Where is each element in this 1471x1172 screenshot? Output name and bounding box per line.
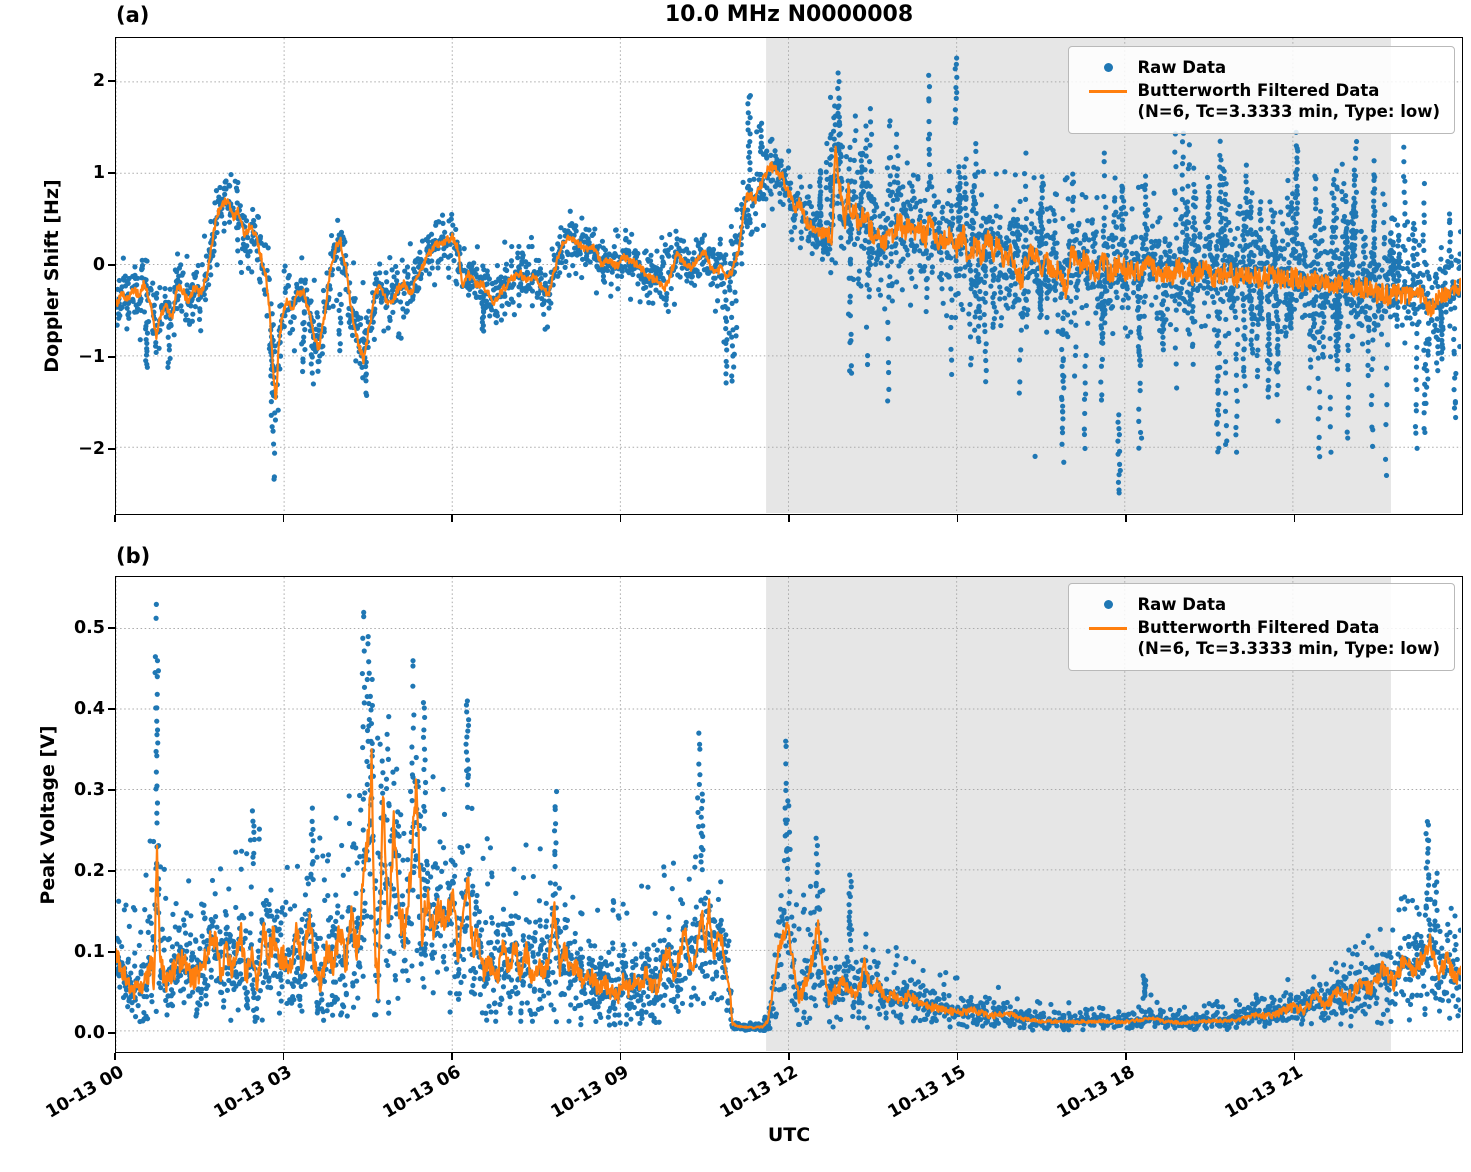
legend-b: Raw Data Butterworth Filtered Data (N=6, … [1068, 583, 1455, 671]
x-tick-mark [1125, 1053, 1127, 1060]
x-tick-label: 10-13 18 [1053, 1062, 1138, 1123]
filtered-line-marker [1079, 80, 1137, 93]
legend-raw-label: Raw Data [1137, 595, 1227, 614]
legend-raw-entry: Raw Data [1079, 57, 1440, 78]
y-tick-mark [108, 448, 115, 450]
x-tick-label: 10-13 00 [42, 1062, 127, 1123]
y-tick-mark [108, 356, 115, 358]
legend-filtered-label: Butterworth Filtered Data (N=6, Tc=3.3333… [1137, 617, 1440, 659]
y-tick-mark [108, 264, 115, 266]
x-tick-label: 10-13 06 [379, 1062, 464, 1123]
legend-filtered-line1: Butterworth Filtered Data [1137, 81, 1380, 100]
x-tick-label: 10-13 03 [210, 1062, 296, 1123]
x-tick-mark [451, 1053, 453, 1060]
y-tick-mark [108, 1031, 115, 1034]
y-tick-mark [108, 950, 115, 953]
y-tick-mark [108, 172, 115, 174]
x-tick-mark [1293, 1053, 1296, 1060]
legend-filtered-label: Butterworth Filtered Data (N=6, Tc=3.3333… [1137, 80, 1440, 122]
y-tick-label: −1 [78, 346, 105, 367]
raw-dot-icon [1103, 600, 1113, 609]
filtered-line-icon [1089, 90, 1128, 93]
x-tick-mark [619, 1053, 622, 1060]
voltage-plot-area: Raw Data Butterworth Filtered Data (N=6, … [115, 576, 1463, 1053]
y-tick-label: 0.3 [73, 779, 105, 800]
y-tick-label: 0.1 [73, 941, 105, 962]
legend-raw-label: Raw Data [1137, 58, 1227, 77]
x-tick-label: 10-13 09 [547, 1062, 633, 1123]
x-tick-mark [114, 515, 116, 522]
x-tick-label: 10-13 15 [884, 1062, 970, 1123]
x-tick-label: 10-13 21 [1221, 1062, 1307, 1123]
y-tick-label: 0 [92, 254, 105, 275]
legend-a: Raw Data Butterworth Filtered Data (N=6, … [1068, 46, 1455, 134]
x-tick-mark [282, 1053, 285, 1060]
filtered-line-marker [1079, 617, 1137, 630]
legend-filtered-line1: Butterworth Filtered Data [1137, 618, 1380, 637]
y-tick-label: 0.4 [73, 698, 105, 719]
y-tick-label: 0.0 [73, 1022, 105, 1043]
y-tick-mark [108, 708, 115, 710]
y-tick-label: 1 [92, 163, 105, 184]
legend-filtered-entry: Butterworth Filtered Data (N=6, Tc=3.3333… [1079, 617, 1440, 659]
x-tick-mark [114, 1053, 116, 1060]
raw-data-marker [1079, 57, 1137, 72]
x-axis-label: UTC [767, 1124, 811, 1146]
x-tick-mark [788, 1053, 790, 1060]
panel-tag-a: (a) [116, 3, 150, 27]
y-tick-mark [108, 80, 115, 82]
raw-dot-icon [1103, 63, 1113, 72]
legend-filtered-line2: (N=6, Tc=3.3333 min, Type: low) [1137, 639, 1440, 658]
x-tick-mark [282, 515, 285, 522]
y-tick-mark [108, 788, 115, 791]
legend-filtered-line2: (N=6, Tc=3.3333 min, Type: low) [1137, 102, 1440, 121]
y-tick-label: 2 [92, 71, 105, 92]
x-tick-label: 10-13 12 [716, 1062, 801, 1123]
doppler-plot-area: Raw Data Butterworth Filtered Data (N=6, … [115, 37, 1463, 515]
filtered-line-icon [1089, 627, 1128, 630]
x-tick-mark [1125, 515, 1127, 522]
x-tick-mark [956, 515, 959, 522]
legend-raw-entry: Raw Data [1079, 594, 1440, 615]
y-tick-label: −2 [78, 438, 105, 459]
x-tick-mark [451, 515, 453, 522]
y-tick-mark [108, 869, 115, 872]
legend-filtered-entry: Butterworth Filtered Data (N=6, Tc=3.3333… [1079, 80, 1440, 122]
x-tick-mark [1293, 515, 1296, 522]
x-tick-mark [619, 515, 622, 522]
x-tick-mark [788, 515, 790, 522]
figure-title: 10.0 MHz N0000008 [664, 2, 914, 27]
x-tick-mark [956, 1053, 959, 1060]
raw-data-marker [1079, 594, 1137, 609]
y-tick-mark [108, 627, 115, 629]
panel-tag-b: (b) [116, 544, 151, 568]
y-tick-label: 0.5 [73, 617, 105, 638]
y-tick-label: 0.2 [73, 860, 105, 881]
